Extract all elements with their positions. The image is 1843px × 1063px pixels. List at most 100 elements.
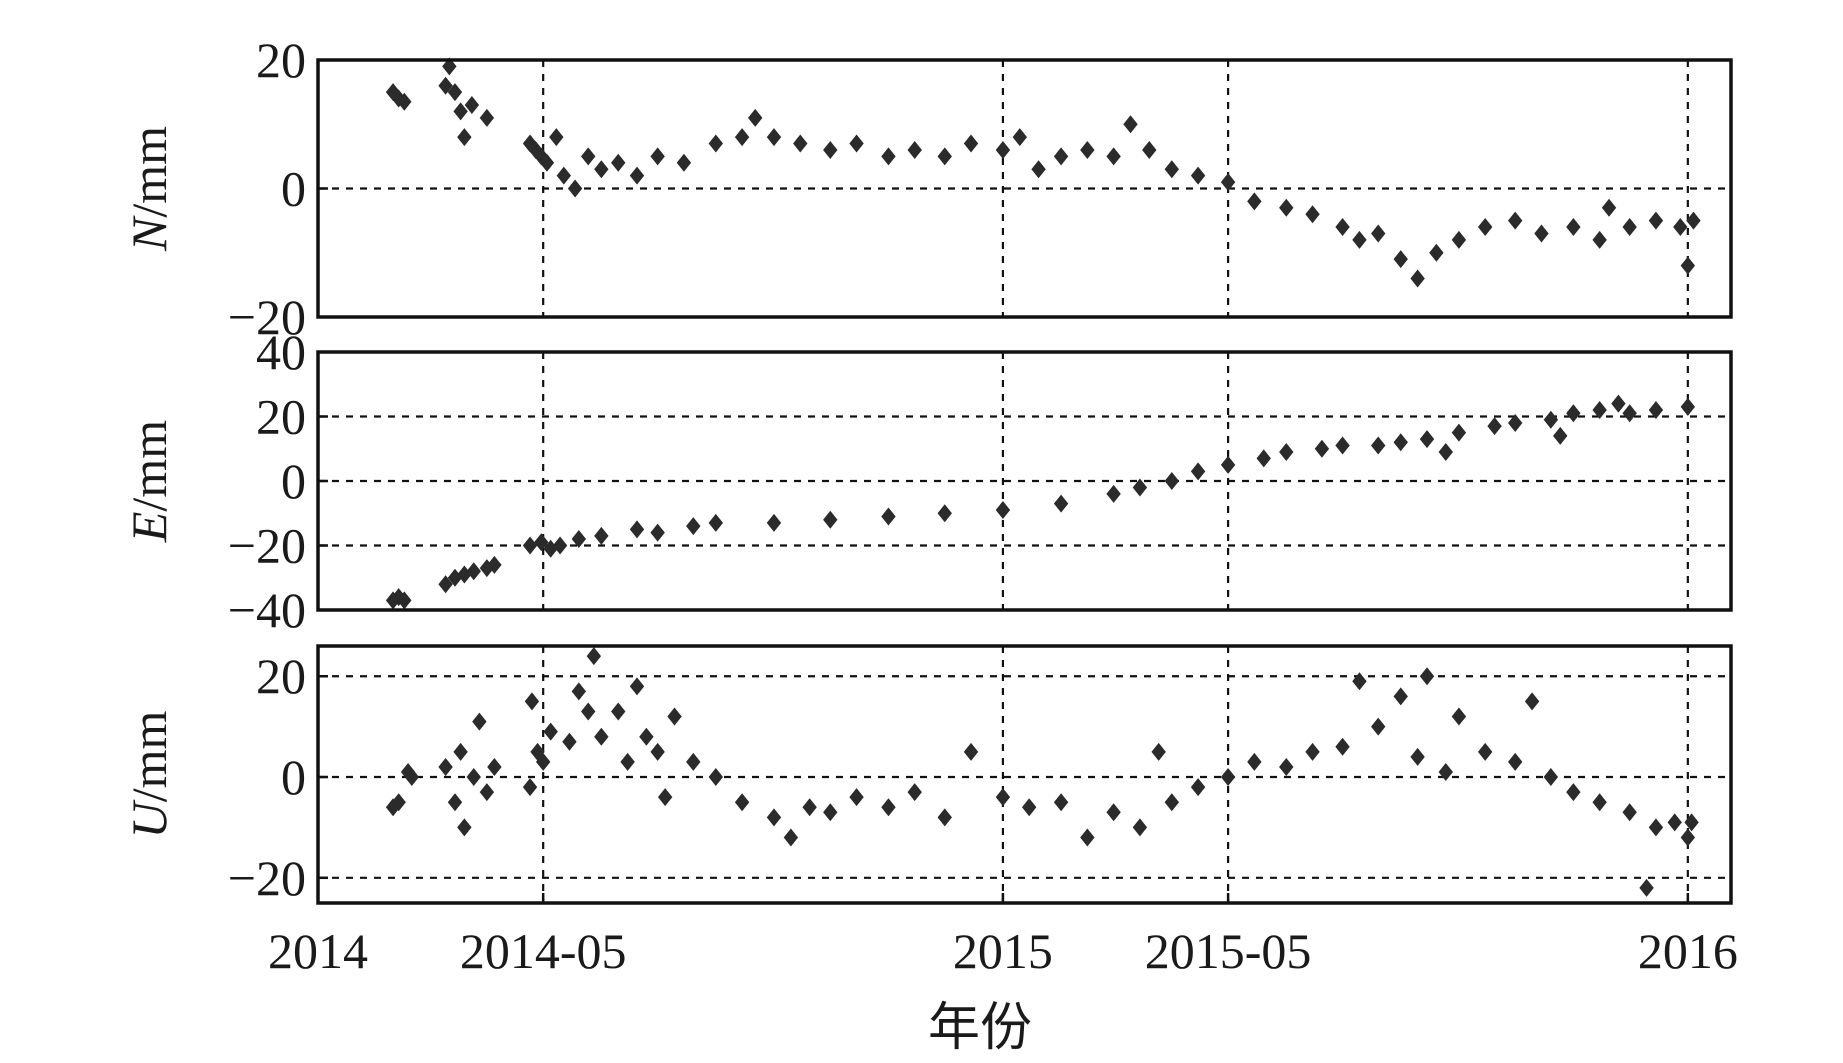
data-point [1680, 397, 1696, 416]
data-point [1335, 218, 1350, 237]
data-point [1314, 439, 1330, 458]
data-point [1106, 803, 1121, 822]
data-point [534, 533, 549, 552]
data-point [629, 677, 645, 696]
data-point [708, 134, 724, 153]
data-point [1220, 173, 1236, 192]
data-point [472, 712, 487, 731]
data-point [783, 828, 799, 847]
data-point [1592, 793, 1607, 812]
data-point [611, 153, 626, 172]
data-point [1053, 793, 1069, 812]
data-point [881, 507, 896, 526]
data-point [620, 752, 635, 771]
panel-n: 20 0 −20 N/mm [121, 32, 1733, 345]
data-point [487, 757, 502, 776]
data-point [1053, 147, 1069, 166]
data-point [1220, 768, 1236, 787]
data-point [881, 147, 896, 166]
data-point [464, 95, 480, 114]
data-point [1335, 436, 1350, 455]
data-point [849, 134, 864, 153]
data-point [567, 179, 583, 198]
data-point [629, 520, 645, 539]
data-point [1031, 160, 1046, 179]
data-point [963, 134, 979, 153]
data-point [543, 722, 558, 741]
data-point [442, 57, 457, 76]
x-tick-label: 2015 [953, 923, 1053, 979]
y-axis-unit: /mm [121, 711, 177, 803]
data-point [1648, 818, 1664, 837]
data-point [1190, 166, 1206, 185]
data-point [995, 140, 1011, 159]
data-point [1352, 672, 1367, 691]
y-axis-unit: /mm [121, 126, 177, 218]
data-point [1534, 224, 1549, 243]
series-u [385, 647, 1699, 897]
data-point [657, 788, 673, 807]
data-point [1438, 762, 1453, 781]
data-point [1592, 401, 1607, 420]
data-point [650, 742, 665, 761]
x-axis-ticks: 2014 2014-05 2015 2015-05 2016 [268, 893, 1738, 979]
data-point [676, 153, 692, 172]
data-point [963, 742, 979, 761]
data-point [438, 757, 453, 776]
plot-frame [316, 644, 1733, 905]
data-point [391, 793, 406, 812]
data-point [995, 788, 1011, 807]
data-point [457, 128, 472, 147]
x-tick-label: 2014-05 [460, 923, 627, 979]
y-axis-label-u: U/mm [121, 711, 177, 839]
y-axis-variable: U [121, 799, 177, 838]
data-point [1524, 692, 1540, 711]
data-point [581, 147, 596, 166]
data-point [1410, 269, 1425, 288]
data-point [1438, 442, 1453, 461]
data-point [1566, 783, 1581, 802]
data-point [1164, 472, 1180, 490]
data-point [1451, 707, 1467, 726]
y-tick-label: 0 [281, 453, 306, 509]
data-point [1352, 230, 1367, 249]
data-point [447, 793, 463, 812]
data-point [1410, 747, 1425, 766]
data-point [447, 83, 463, 102]
data-point [748, 108, 763, 127]
data-point [594, 727, 609, 746]
data-point [1164, 160, 1180, 179]
data-point [534, 147, 549, 166]
data-point [571, 682, 587, 701]
data-point [1279, 757, 1294, 776]
data-point [522, 536, 538, 555]
data-point [650, 523, 665, 542]
series-n [385, 57, 1701, 288]
data-point [1220, 455, 1236, 474]
data-point [1477, 218, 1493, 237]
data-point [1053, 494, 1069, 513]
data-point [1553, 426, 1568, 445]
data-point [1592, 230, 1607, 249]
data-point [543, 539, 558, 558]
y-tick-label: −20 [228, 850, 306, 906]
panel-u: 20 0 −20 U/mm [121, 644, 1733, 906]
data-point [594, 526, 609, 545]
data-point [1566, 218, 1581, 237]
data-point [1335, 737, 1350, 756]
data-point [802, 798, 817, 817]
data-point [1680, 256, 1696, 275]
data-point [1508, 211, 1523, 230]
data-point [1190, 462, 1206, 481]
data-point [1371, 717, 1386, 736]
data-point [1566, 404, 1581, 423]
data-point [397, 591, 412, 610]
data-point [1673, 218, 1688, 237]
data-point [1622, 404, 1637, 423]
data-point [708, 513, 724, 532]
data-point [1419, 667, 1435, 686]
data-point [1429, 243, 1444, 262]
data-point [823, 803, 838, 822]
data-point [549, 128, 564, 147]
x-tick-label: 2016 [1638, 923, 1738, 979]
